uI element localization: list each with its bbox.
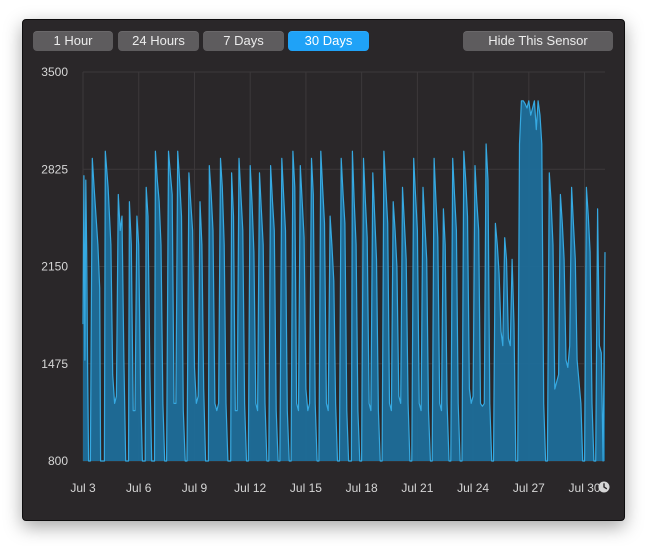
x-tick-label: Jul 15 [290, 481, 322, 495]
hide-sensor-button[interactable]: Hide This Sensor [463, 31, 613, 51]
range-7-days-button[interactable]: 7 Days [203, 31, 284, 51]
y-tick-label: 2825 [41, 162, 68, 176]
x-tick-label: Jul 30 [569, 481, 601, 495]
range-30-days-button[interactable]: 30 Days [288, 31, 369, 51]
series-area [83, 100, 605, 462]
y-tick-label: 1475 [41, 357, 68, 371]
range-1-hour-button[interactable]: 1 Hour [33, 31, 113, 51]
clock-icon[interactable] [598, 481, 610, 493]
sensor-area-chart: 3500 2825 2150 1475 800 Jul 3 Jul 6 Jul 9 Jul 1… [41, 65, 610, 495]
x-tick-label: Jul 3 [70, 481, 96, 495]
y-tick-label: 2150 [41, 260, 68, 274]
y-axis-ticks: 3500 2825 2150 1475 800 [41, 65, 68, 468]
x-tick-label: Jul 9 [182, 481, 208, 495]
x-tick-label: Jul 6 [126, 481, 152, 495]
x-tick-label: Jul 12 [234, 481, 266, 495]
x-axis-ticks: Jul 3 Jul 6 Jul 9 Jul 12 Jul 15 Jul 18 Jul 21 J… [70, 481, 601, 495]
x-tick-label: Jul 27 [513, 481, 545, 495]
y-tick-label: 800 [48, 454, 68, 468]
series-line [82, 100, 606, 462]
series-group [82, 100, 606, 462]
x-tick-label: Jul 21 [401, 481, 433, 495]
range-24-hours-button[interactable]: 24 Hours [118, 31, 199, 51]
sensor-history-panel: 1 Hour 24 Hours 7 Days 30 Days Hide This… [22, 19, 625, 521]
x-tick-label: Jul 18 [346, 481, 378, 495]
x-tick-label: Jul 24 [457, 481, 489, 495]
range-toolbar: 1 Hour 24 Hours 7 Days 30 Days Hide This… [23, 20, 624, 64]
y-tick-label: 3500 [41, 65, 68, 79]
